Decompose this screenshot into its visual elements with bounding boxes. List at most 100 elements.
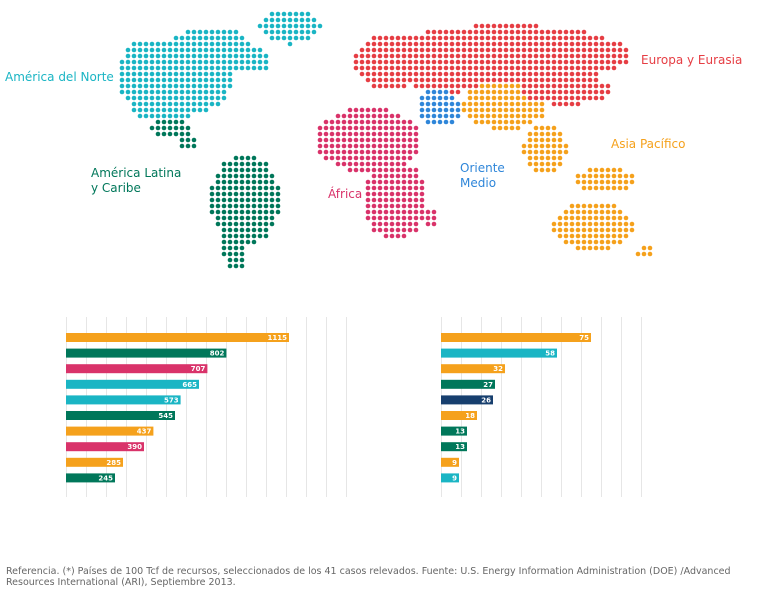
map-dot [599, 59, 605, 65]
map-dot [509, 65, 515, 71]
map-dot [503, 59, 509, 65]
map-dot [371, 203, 377, 209]
map-dot [389, 161, 395, 167]
map-dot [311, 17, 317, 23]
map-dot [551, 65, 557, 71]
map-dot [551, 131, 557, 137]
map-dot [563, 35, 569, 41]
map-dot [239, 245, 245, 251]
map-dot [269, 179, 275, 185]
map-dot [155, 113, 161, 119]
map-dot [173, 53, 179, 59]
map-dot [275, 11, 281, 17]
map-dot [203, 53, 209, 59]
map-dot [479, 113, 485, 119]
map-dot [545, 95, 551, 101]
map-dot [575, 53, 581, 59]
map-dot [593, 83, 599, 89]
map-dot [377, 131, 383, 137]
map-dot [137, 47, 143, 53]
map-dot [275, 197, 281, 203]
map-dot [599, 179, 605, 185]
map-dot [485, 107, 491, 113]
map-dot [419, 53, 425, 59]
map-dot [365, 185, 371, 191]
map-dot [377, 65, 383, 71]
map-dot [563, 53, 569, 59]
map-dot [539, 131, 545, 137]
map-dot [179, 41, 185, 47]
map-dot [371, 179, 377, 185]
map-dot [587, 233, 593, 239]
map-dot [143, 71, 149, 77]
map-dot [425, 59, 431, 65]
map-dot [581, 71, 587, 77]
map-dot [497, 23, 503, 29]
map-dot [197, 71, 203, 77]
map-dot [371, 215, 377, 221]
map-dot [233, 155, 239, 161]
map-dot [419, 65, 425, 71]
map-dot [479, 53, 485, 59]
map-dot [527, 107, 533, 113]
map-dot [455, 41, 461, 47]
map-dot [209, 83, 215, 89]
map-dot [431, 77, 437, 83]
map-dot [389, 131, 395, 137]
map-dot [611, 209, 617, 215]
map-dot [521, 107, 527, 113]
map-dot [539, 137, 545, 143]
map-dot [419, 215, 425, 221]
map-dot [143, 59, 149, 65]
map-dot [389, 227, 395, 233]
map-dot [479, 59, 485, 65]
map-dot [419, 77, 425, 83]
map-dot [161, 83, 167, 89]
map-dot [203, 29, 209, 35]
map-dot [497, 29, 503, 35]
map-dot [479, 71, 485, 77]
map-dot [245, 203, 251, 209]
bar [66, 379, 199, 389]
map-dot [365, 149, 371, 155]
map-dot [593, 239, 599, 245]
map-dot [221, 203, 227, 209]
map-dot [227, 41, 233, 47]
map-dot [197, 83, 203, 89]
map-dot [533, 65, 539, 71]
map-dot [233, 35, 239, 41]
map-dot [467, 65, 473, 71]
map-dot [461, 35, 467, 41]
map-dot [371, 113, 377, 119]
map-dot [227, 179, 233, 185]
map-dot [419, 191, 425, 197]
map-dot [353, 125, 359, 131]
map-dot [419, 41, 425, 47]
map-dot [209, 77, 215, 83]
map-dot [389, 149, 395, 155]
map-dot [137, 89, 143, 95]
map-dot [407, 185, 413, 191]
map-dot [533, 149, 539, 155]
map-dot [581, 233, 587, 239]
map-dot [395, 209, 401, 215]
map-dot [131, 65, 137, 71]
map-dot [419, 83, 425, 89]
map-dot [389, 179, 395, 185]
map-dot [575, 65, 581, 71]
map-dot [539, 143, 545, 149]
map-dot [623, 47, 629, 53]
map-dot [329, 137, 335, 143]
map-dot [545, 131, 551, 137]
map-dot [239, 155, 245, 161]
map-dot [581, 185, 587, 191]
bar-value-label: 390 [127, 443, 142, 451]
map-dot [485, 35, 491, 41]
map-dot [167, 47, 173, 53]
map-dot [437, 95, 443, 101]
map-dot [515, 41, 521, 47]
map-dot [377, 179, 383, 185]
map-dot [539, 65, 545, 71]
map-dot [551, 41, 557, 47]
map-dot [389, 155, 395, 161]
